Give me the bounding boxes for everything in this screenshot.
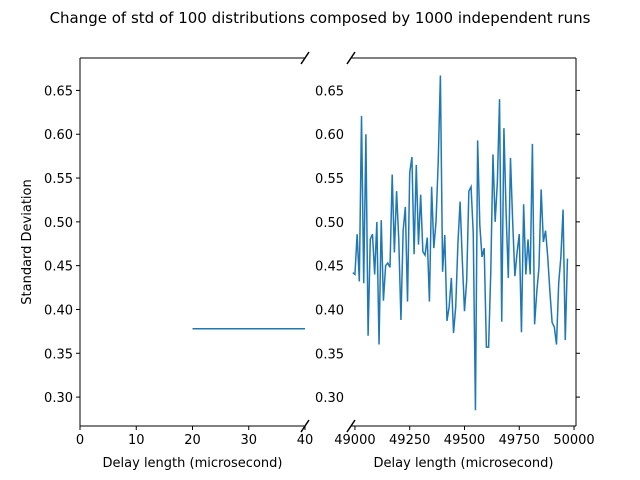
y-tick-label: 0.55 [315,172,344,187]
x-axis-label: Delay length (microsecond) [374,456,554,471]
y-axis-label: Standard Deviation [20,179,35,304]
y-tick-label: 0.50 [44,216,73,231]
y-tick-label: 0.65 [44,84,73,99]
axis-break [346,419,356,433]
y-tick-label: 0.45 [315,260,344,275]
axis-break [346,51,356,65]
y-tick-label: 0.35 [44,347,73,362]
y-tick-label: 0.55 [44,172,73,187]
y-tick-label: 0.30 [315,391,344,406]
x-tick-label: 20 [184,433,201,448]
x-tick-label: 10 [128,433,145,448]
x-tick-label: 49750 [499,433,540,448]
y-tick-label: 0.45 [44,260,73,275]
y-tick-label: 0.50 [315,216,344,231]
y-tick-label: 0.40 [315,303,344,318]
y-tick-label: 0.35 [315,347,344,362]
x-tick-label: 49000 [334,433,375,448]
x-tick-label: 30 [240,433,257,448]
y-tick-label: 0.60 [44,128,73,143]
x-tick-label: 49250 [389,433,430,448]
y-tick-label: 0.65 [315,84,344,99]
x-tick-label: 40 [297,433,314,448]
x-tick-label: 0 [76,433,84,448]
x-tick-label: 49500 [444,433,485,448]
y-tick-label: 0.30 [44,391,73,406]
data-line [352,75,569,411]
axis-break [300,51,310,433]
x-tick-label: 50000 [553,433,594,448]
x-axis-label: Delay length (microsecond) [103,456,283,471]
chart-title: Change of std of 100 distributions compo… [50,9,591,27]
y-tick-label: 0.40 [44,303,73,318]
y-tick-label: 0.60 [315,128,344,143]
